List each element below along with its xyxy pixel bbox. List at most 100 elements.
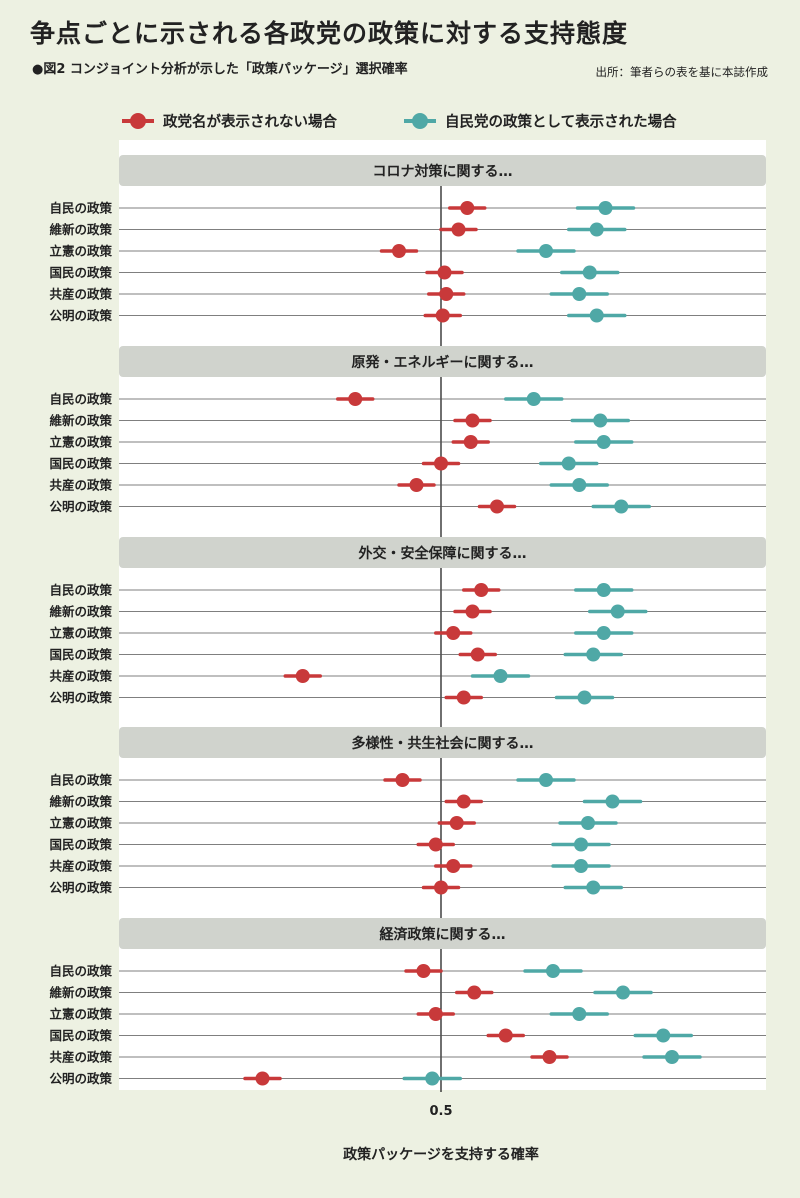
point-teal — [425, 1071, 440, 1086]
row-label: 国民の政策 — [49, 265, 112, 280]
row-label: 共産の政策 — [49, 859, 112, 874]
point-red — [446, 626, 461, 640]
source-note: 出所：筆者らの表を基に本誌作成 — [595, 65, 769, 79]
point-red — [470, 647, 485, 662]
row-label: 立憲の政策 — [49, 1007, 112, 1022]
row-label: 共産の政策 — [49, 669, 112, 684]
row-label: 公明の政策 — [49, 499, 112, 514]
point-red — [435, 308, 450, 323]
panel-title-0: コロナ対策に関する… — [373, 163, 513, 180]
point-red — [295, 669, 310, 683]
row-label: 維新の政策 — [49, 413, 112, 428]
row-label: 国民の政策 — [49, 647, 112, 662]
point-red — [437, 265, 452, 280]
point-teal — [572, 478, 587, 492]
point-teal — [589, 222, 604, 237]
row-label: 維新の政策 — [49, 985, 112, 1000]
point-teal — [616, 985, 630, 1000]
point-red — [428, 1007, 443, 1021]
x-tick-label: 0.5 — [429, 1104, 452, 1119]
point-teal — [596, 435, 611, 449]
row-label: 公明の政策 — [49, 880, 112, 895]
point-teal — [581, 816, 595, 830]
point-teal — [614, 499, 629, 514]
legend-label-1: 自民党の政策として表示された場合 — [445, 113, 677, 131]
point-teal — [656, 1028, 671, 1043]
point-teal — [572, 1007, 587, 1021]
point-red — [490, 499, 504, 514]
row-label: 国民の政策 — [49, 456, 112, 471]
point-red — [348, 392, 363, 406]
row-label: 立憲の政策 — [49, 435, 112, 450]
point-red — [542, 1050, 557, 1064]
point-red — [467, 985, 482, 1000]
point-teal — [561, 456, 576, 471]
row-label: 共産の政策 — [49, 287, 112, 302]
point-red — [451, 222, 466, 237]
point-teal — [596, 583, 611, 597]
legend-marker-0 — [130, 113, 146, 129]
panel-header-0 — [119, 155, 766, 186]
row-label: 国民の政策 — [49, 1028, 112, 1043]
point-teal — [546, 964, 560, 978]
row-label: 立憲の政策 — [49, 244, 112, 259]
point-teal — [610, 604, 625, 619]
legend-label-0: 政党名が表示されない場合 — [163, 113, 337, 131]
row-label: 立憲の政策 — [49, 816, 112, 831]
point-red — [456, 690, 471, 705]
row-label: 公明の政策 — [49, 1071, 112, 1086]
row-label: 自民の政策 — [49, 201, 112, 216]
point-teal — [593, 413, 608, 428]
row-label: 自民の政策 — [49, 583, 112, 598]
point-red — [395, 773, 410, 787]
panel-title-4: 経済政策に関する… — [380, 926, 506, 943]
point-teal — [605, 794, 620, 809]
point-teal — [598, 201, 613, 215]
panel-title-2: 外交・安全保障に関する… — [359, 545, 527, 562]
point-red — [446, 859, 461, 873]
point-teal — [596, 626, 611, 640]
point-red — [474, 583, 489, 597]
point-teal — [582, 265, 597, 280]
point-teal — [577, 690, 592, 705]
point-teal — [526, 392, 541, 406]
point-red — [255, 1071, 270, 1086]
point-red — [449, 816, 464, 830]
panel-header-2 — [119, 537, 766, 568]
row-label: 自民の政策 — [49, 964, 112, 979]
row-label: 共産の政策 — [49, 1050, 112, 1065]
point-teal — [539, 773, 553, 787]
point-teal — [665, 1050, 679, 1064]
point-red — [439, 287, 454, 301]
chart-title: 争点ごとに示される各政党の政策に対する支持態度 — [30, 19, 629, 48]
point-teal — [574, 837, 588, 852]
legend-marker-1 — [412, 113, 428, 129]
panel-title-1: 原発・エネルギーに関する… — [352, 354, 534, 371]
point-red — [409, 478, 424, 492]
point-red — [498, 1028, 513, 1043]
row-label: 公明の政策 — [49, 308, 112, 323]
point-red — [428, 837, 443, 852]
point-teal — [572, 287, 587, 301]
row-label: 自民の政策 — [49, 392, 112, 407]
point-red — [416, 964, 431, 978]
row-label: 国民の政策 — [49, 837, 112, 852]
panel-header-3 — [119, 727, 766, 758]
row-label: 立憲の政策 — [49, 626, 112, 641]
point-red — [434, 456, 448, 471]
point-teal — [539, 244, 553, 258]
chart-subtitle: ●図2 コンジョイント分析が示した「政策パッケージ」選択確率 — [32, 62, 408, 77]
point-teal — [586, 647, 601, 662]
row-label: 共産の政策 — [49, 478, 112, 493]
panel-header-1 — [119, 346, 766, 377]
point-red — [460, 201, 475, 215]
point-teal — [586, 880, 601, 895]
point-teal — [589, 308, 604, 323]
panel-header-4 — [119, 918, 766, 949]
point-red — [465, 413, 480, 428]
row-label: 維新の政策 — [49, 794, 112, 809]
x-axis-title: 政策パッケージを支持する確率 — [343, 1146, 539, 1163]
row-label: 自民の政策 — [49, 773, 112, 788]
panel-title-3: 多様性・共生社会に関する… — [352, 735, 534, 752]
